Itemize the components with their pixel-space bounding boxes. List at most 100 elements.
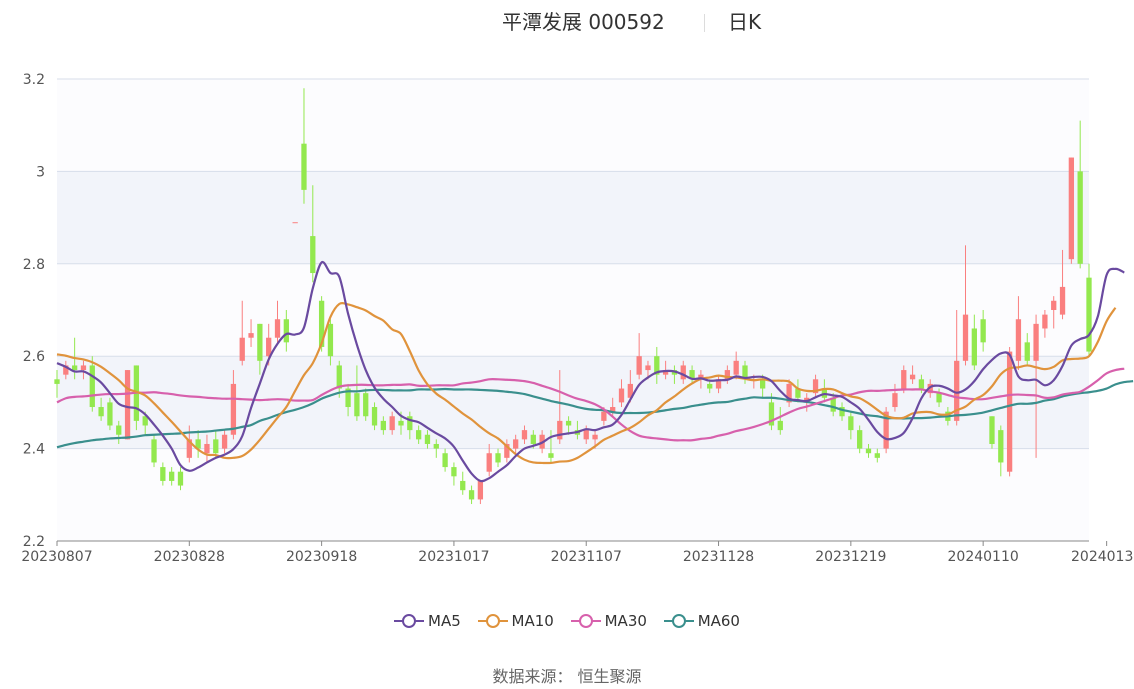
- candle-body: [733, 360, 739, 375]
- candle-body: [1059, 286, 1066, 315]
- candle-body: [1015, 319, 1022, 361]
- legend-label: MA5: [428, 612, 461, 630]
- candle-body: [1024, 342, 1030, 361]
- legend-item-ma10[interactable]: MA10: [477, 612, 554, 630]
- candle-body: [160, 467, 166, 481]
- candle-body: [89, 365, 95, 408]
- candle-body: [239, 337, 245, 361]
- x-tick-label: 20240130: [1071, 549, 1134, 565]
- candle-body: [248, 333, 254, 338]
- candle-body: [415, 430, 422, 440]
- candle-body: [283, 319, 289, 343]
- candle-body: [301, 143, 307, 190]
- candle-body: [486, 453, 492, 472]
- candle-body: [424, 434, 431, 444]
- candle-body: [662, 370, 669, 375]
- y-tick-label: 2.8: [23, 257, 45, 273]
- candle-body: [618, 388, 625, 403]
- candle-body: [504, 443, 510, 458]
- candle-body: [839, 407, 845, 417]
- y-tick-label: 2.2: [23, 534, 45, 550]
- candle-body: [195, 439, 201, 449]
- chart-period: 日K: [728, 10, 762, 34]
- candle-body: [768, 402, 775, 426]
- candle-body: [909, 374, 916, 380]
- candle-body: [345, 388, 351, 408]
- candle-body: [451, 467, 457, 477]
- candle-body: [398, 420, 404, 426]
- candle-body: [892, 393, 898, 408]
- chart-title-bar: 平潭发展 000592 日K: [0, 6, 1134, 38]
- candle-body: [627, 383, 633, 398]
- candle-body: [715, 379, 722, 389]
- candle-body: [1042, 314, 1048, 329]
- candle-body: [521, 430, 528, 440]
- candle-body: [1051, 300, 1057, 310]
- candle-body: [759, 379, 766, 389]
- legend-item-ma5[interactable]: MA5: [394, 612, 461, 630]
- legend-marker-ma60: [663, 614, 694, 628]
- legend-item-ma60[interactable]: MA60: [663, 612, 740, 630]
- candle-body: [54, 379, 60, 384]
- legend-item-ma30[interactable]: MA30: [570, 612, 647, 630]
- x-tick-label: 20230918: [286, 549, 357, 565]
- x-tick-label: 20231017: [418, 549, 489, 565]
- candle-body: [1033, 323, 1039, 361]
- title-divider: [704, 14, 705, 32]
- candle-body: [830, 397, 836, 412]
- candle-body: [548, 453, 554, 458]
- candle-body: [513, 439, 519, 449]
- candle-body: [477, 480, 484, 500]
- x-tick-label: 20231128: [683, 549, 754, 565]
- y-tick-label: 3.2: [23, 72, 45, 88]
- candle-body: [107, 402, 113, 426]
- candle-body: [336, 365, 342, 389]
- candle-body: [927, 383, 933, 394]
- candle-body: [786, 383, 792, 403]
- candle-body: [989, 416, 995, 444]
- candle-body: [610, 407, 616, 412]
- candle-body: [707, 383, 713, 389]
- candle-body: [230, 383, 237, 435]
- candle-body: [292, 222, 298, 224]
- candle-body: [565, 420, 572, 426]
- candle-body: [442, 453, 448, 468]
- candle-body: [71, 365, 78, 371]
- candle-body: [363, 393, 369, 417]
- candle-body: [327, 323, 334, 357]
- candle-body: [169, 471, 175, 481]
- candle-body: [971, 328, 977, 366]
- candle-body: [954, 360, 960, 421]
- candle-body: [601, 411, 607, 421]
- candle-body: [116, 425, 122, 435]
- data-source-label: 数据来源： 恒生聚源: [492, 667, 642, 686]
- candle-body: [636, 356, 642, 375]
- x-tick-label: 20240110: [948, 549, 1019, 565]
- candle-body: [936, 393, 942, 403]
- legend-marker-ma5: [394, 614, 424, 628]
- candle-body: [221, 434, 228, 449]
- candle-body: [407, 416, 413, 431]
- series-line-ma5: [56, 260, 1125, 483]
- y-tick-label: 2.6: [23, 349, 45, 365]
- plot-band: [57, 263, 1089, 357]
- x-tick-label: 20231219: [815, 549, 886, 565]
- series-line-ma10: [56, 301, 1117, 465]
- candle-body: [318, 300, 325, 347]
- series-line-ma30: [56, 367, 1125, 442]
- plot-band: [57, 448, 1089, 541]
- candle-body: [680, 365, 686, 380]
- candle-body: [1006, 351, 1013, 472]
- candle-body: [980, 319, 986, 343]
- y-tick-label: 2.4: [23, 442, 45, 458]
- candle-body: [460, 480, 466, 491]
- x-tick-label: 20230828: [154, 549, 225, 565]
- candle-body: [63, 365, 69, 375]
- candle-body: [274, 319, 281, 338]
- legend-label: MA30: [604, 612, 647, 630]
- candle-body: [310, 236, 316, 274]
- candle-body: [742, 365, 748, 380]
- candle-body: [654, 356, 660, 375]
- chart-legend: MA5 MA10 MA30 MA60: [0, 612, 1134, 633]
- legend-marker-ma30: [570, 614, 601, 628]
